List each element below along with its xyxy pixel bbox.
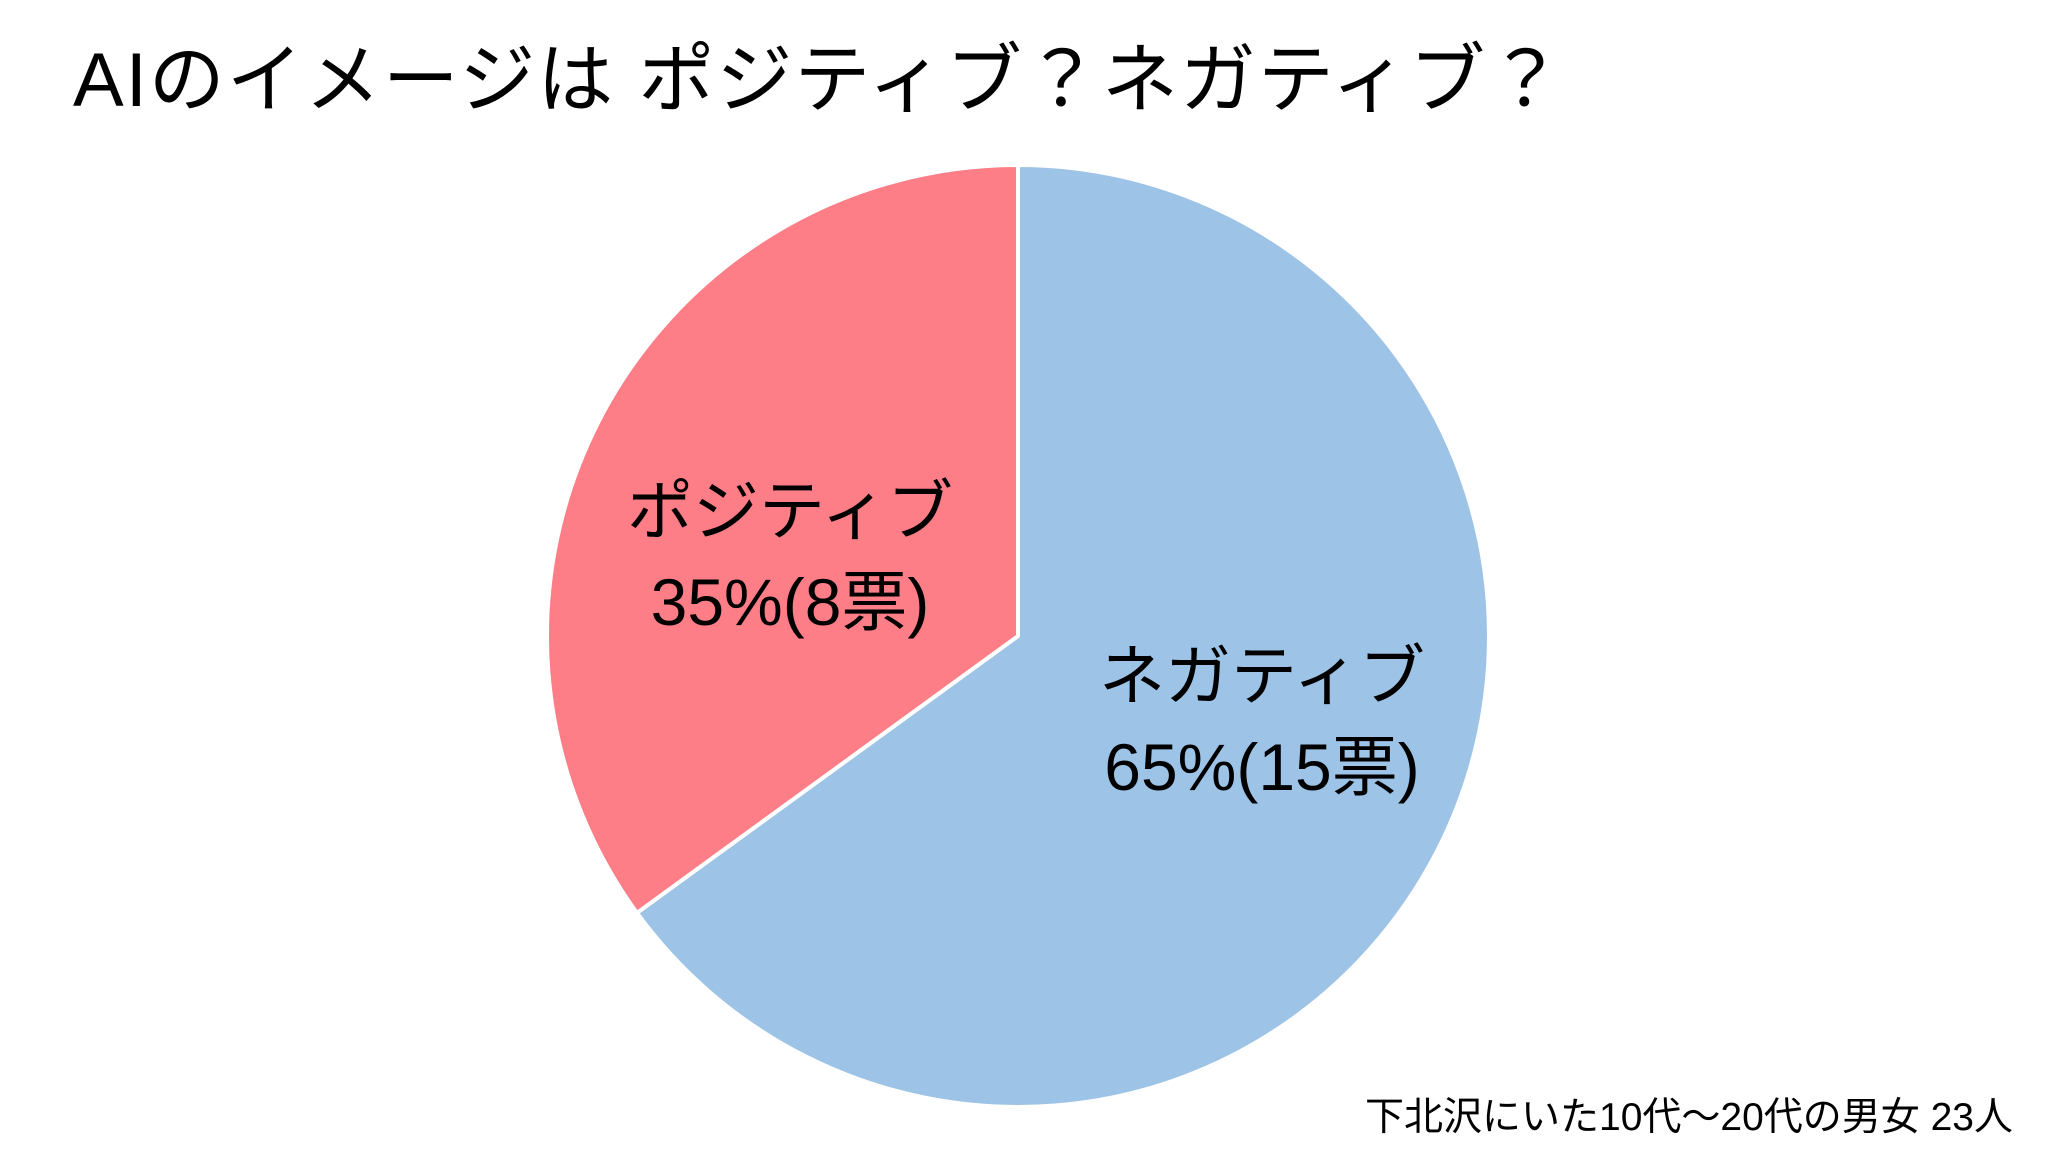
slice-label-negative: ネガティブ 65%(15票) (1099, 631, 1425, 813)
chart-title: AIのイメージは ポジティブ？ネガティブ？ (73, 38, 1566, 123)
slice-label-negative-value: 65%(15票) (1104, 730, 1420, 804)
pie-slice-negative (634, 163, 1491, 1109)
source-note: 下北沢にいた10代～20代の男女 23人 (1365, 1096, 2013, 1139)
pie-slice-positive (545, 163, 1020, 915)
slice-label-positive: ポジティブ 35%(8票) (627, 466, 953, 648)
slice-label-positive-name: ポジティブ (626, 473, 954, 548)
slice-label-positive-value: 35%(8票) (650, 565, 930, 639)
slice-label-negative-name: ネガティブ (1098, 638, 1426, 713)
